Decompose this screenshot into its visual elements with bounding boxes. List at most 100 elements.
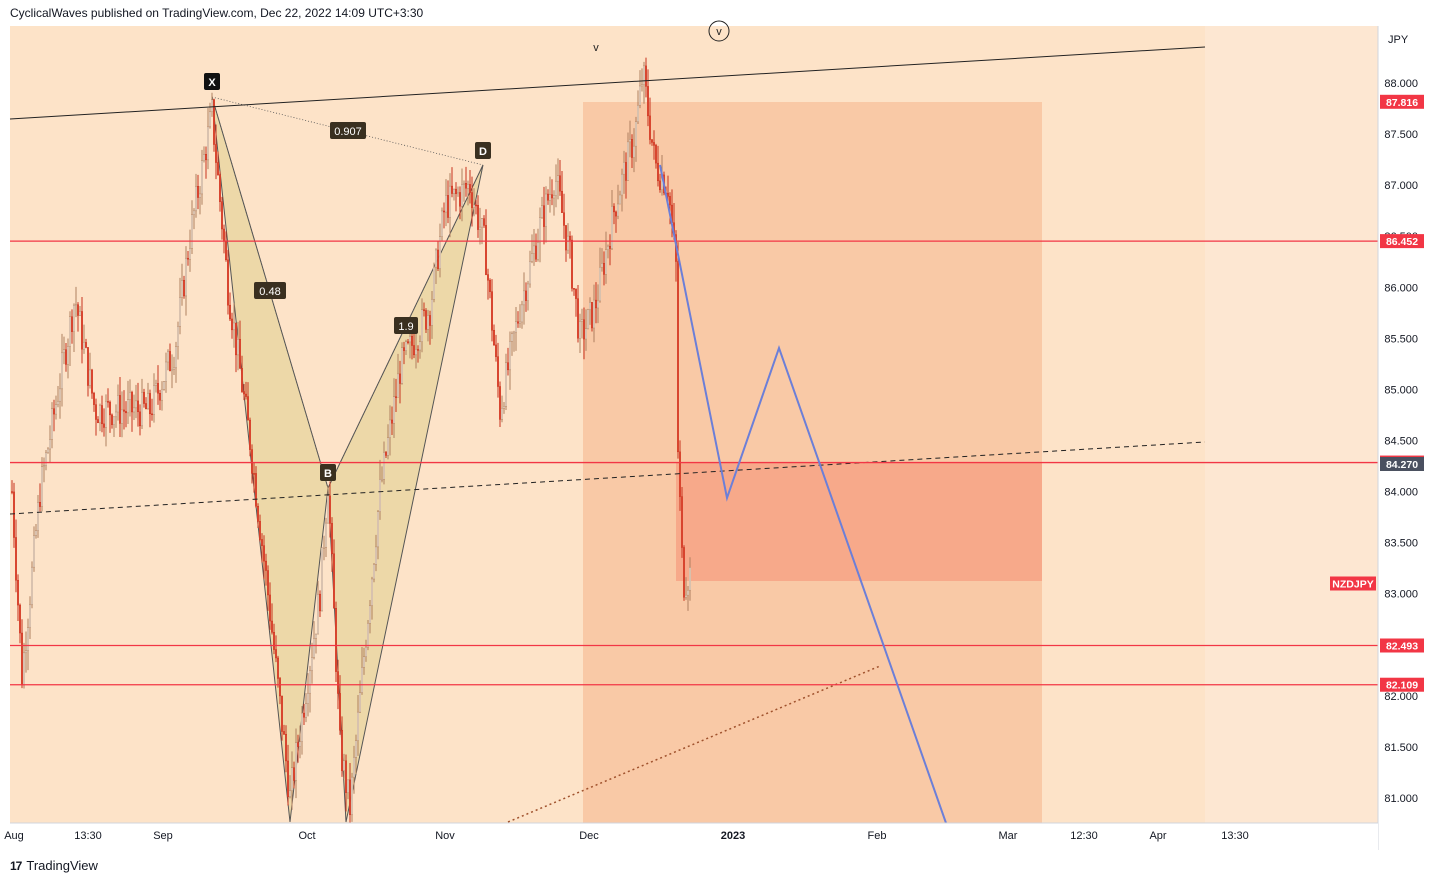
candle-body xyxy=(423,309,426,311)
x-tick-label: Sep xyxy=(153,830,173,842)
candle-body xyxy=(627,141,630,181)
price-label-text: 84.270 xyxy=(1386,459,1418,471)
candle-body xyxy=(116,395,119,413)
candle-body xyxy=(507,362,510,371)
candle-body xyxy=(194,186,197,212)
candle-body xyxy=(557,175,560,182)
candle-body xyxy=(275,649,278,659)
price-label-text: 82.493 xyxy=(1386,641,1418,653)
candle-body xyxy=(461,184,464,207)
candle-body xyxy=(64,349,67,365)
candle-body xyxy=(31,566,34,606)
candle-body xyxy=(86,347,89,386)
candle-body xyxy=(53,408,56,415)
candle-body xyxy=(373,564,376,580)
candle-body xyxy=(601,263,604,268)
candle-body xyxy=(257,506,260,522)
candle-body xyxy=(631,139,634,158)
candle-body xyxy=(68,316,71,347)
symbol-tag xyxy=(1330,576,1376,591)
x-tick-label: Mar xyxy=(999,830,1018,842)
candle-body xyxy=(222,228,225,242)
candle-body xyxy=(297,742,300,747)
candle-body xyxy=(124,411,127,414)
candle-body xyxy=(449,185,452,218)
y-tick-label: 83.000 xyxy=(1384,589,1418,601)
candle-body xyxy=(639,85,642,106)
candle-body xyxy=(14,537,17,581)
candle-body xyxy=(349,779,352,816)
candle-body xyxy=(37,502,40,531)
candle-body xyxy=(254,473,257,507)
candle-body xyxy=(553,195,556,199)
candle-body xyxy=(168,351,171,371)
candle-body xyxy=(575,288,578,299)
candle-body xyxy=(325,522,328,548)
publisher-line: CyclicalWaves published on TradingView.c… xyxy=(10,6,424,20)
candle-body xyxy=(104,401,107,428)
candle-body xyxy=(503,406,506,409)
y-tick-label: 85.000 xyxy=(1384,384,1418,396)
candle-body xyxy=(415,349,418,356)
candle-body xyxy=(447,195,450,218)
candle-body xyxy=(232,322,235,331)
candle-body xyxy=(244,393,247,397)
candle-body xyxy=(287,760,290,797)
candle-body xyxy=(607,245,610,251)
candle-body xyxy=(669,196,672,206)
candle-body xyxy=(495,344,498,357)
candle-body xyxy=(619,194,622,205)
candle-body xyxy=(76,304,79,316)
candle-body xyxy=(599,266,602,302)
x-tick-label: Aug xyxy=(4,830,24,842)
candle-body xyxy=(641,84,644,87)
candle-body xyxy=(625,162,628,181)
candle-body xyxy=(451,185,454,194)
candle-body xyxy=(339,693,342,731)
candle-body xyxy=(397,373,400,398)
candle-body xyxy=(429,315,432,326)
x-ticks: Aug 13:30 Sep Oct Nov Dec 2023 Feb Mar 12:30 Apr 13… xyxy=(4,830,1249,842)
candle-body xyxy=(128,392,131,400)
candle-body xyxy=(573,288,576,290)
candle-body xyxy=(33,535,36,568)
candle-body xyxy=(425,310,428,330)
candle-body xyxy=(188,248,191,260)
candle-body xyxy=(355,740,358,758)
candle-body xyxy=(329,495,332,524)
candle-body xyxy=(419,341,422,351)
tradingview-logo[interactable]: 17 TradingView xyxy=(10,858,98,873)
candle-body xyxy=(489,279,492,292)
tradingview-logo-icon: 17 xyxy=(10,858,22,873)
candle-body xyxy=(152,385,155,415)
candle-body xyxy=(591,302,594,329)
candle-body xyxy=(485,225,488,275)
candle-body xyxy=(643,65,646,85)
candle-body xyxy=(437,249,440,269)
candle-body xyxy=(435,249,438,268)
y-tick-label: 87.000 xyxy=(1384,180,1418,192)
wave-label-circle xyxy=(708,20,730,42)
candle-body xyxy=(481,218,484,228)
candle-body xyxy=(677,261,680,453)
candle-body xyxy=(226,259,229,306)
candle-body xyxy=(603,263,606,275)
candle-body xyxy=(687,589,690,596)
candle-body xyxy=(655,145,658,164)
mid-dashed-trendline xyxy=(9,441,1206,515)
candle-body xyxy=(321,547,324,612)
candle-body xyxy=(651,139,654,143)
candle-body xyxy=(583,319,586,340)
candle-body xyxy=(82,342,85,350)
candle-body xyxy=(43,465,46,467)
candle-body xyxy=(383,452,386,480)
candle-body xyxy=(491,291,494,331)
candle-body xyxy=(409,336,412,343)
candle-body xyxy=(150,413,153,416)
pattern-xb-line xyxy=(211,96,329,489)
candle-body xyxy=(72,304,75,332)
svg-text:1.9: 1.9 xyxy=(398,321,413,333)
label-d: D xyxy=(475,142,491,159)
